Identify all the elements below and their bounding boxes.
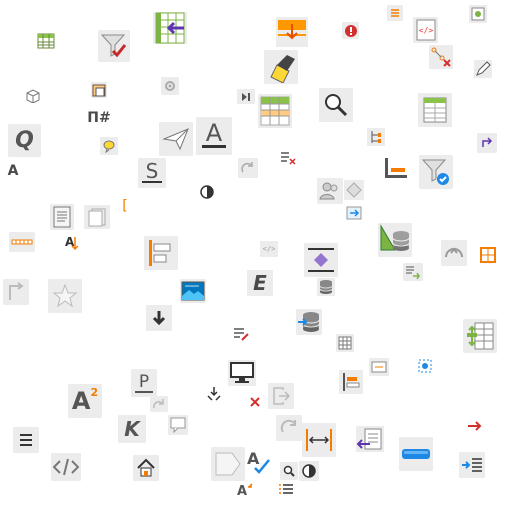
zoom-small-icon[interactable] — [280, 462, 298, 480]
pencil-edit-icon[interactable] — [474, 60, 492, 78]
database-stack-icon[interactable] — [296, 309, 322, 335]
svg-text:A: A — [65, 235, 75, 249]
monitor-icon[interactable] — [228, 360, 256, 386]
spreadsheet-green-icon[interactable] — [463, 319, 497, 353]
frame-orange-icon[interactable] — [479, 246, 497, 264]
filter-check-icon[interactable] — [98, 30, 130, 62]
align-block-icon[interactable] — [144, 236, 178, 270]
form-checkbox-icon[interactable] — [469, 5, 487, 23]
zoom-icon[interactable] — [319, 88, 353, 122]
filter-blue-icon[interactable] — [419, 155, 453, 189]
text-direction-icon[interactable]: A — [60, 232, 82, 254]
k-italic-icon: K — [118, 415, 146, 443]
e-glyph: E — [253, 271, 267, 295]
table-icon[interactable] — [36, 32, 56, 50]
underline-a-icon[interactable]: A — [196, 117, 232, 155]
redo-circle-icon[interactable] — [276, 415, 302, 441]
arrow-red-icon[interactable] — [466, 417, 484, 435]
spell-check-icon[interactable]: A — [244, 447, 272, 475]
bracket-icon[interactable]: [ — [118, 197, 132, 215]
redo-light-icon[interactable] — [150, 396, 168, 412]
exit-icon[interactable] — [268, 383, 294, 409]
chart-green-icon[interactable] — [378, 223, 412, 257]
home-icon[interactable] — [133, 455, 159, 481]
q-italic-icon: Q — [8, 124, 41, 157]
arrow-right-box-icon[interactable] — [345, 205, 363, 221]
a2-sup-glyph: 2 — [90, 385, 99, 399]
export-green-icon[interactable] — [403, 263, 423, 281]
copy-pages-icon[interactable] — [84, 205, 110, 229]
comment-icon[interactable] — [168, 415, 188, 435]
grid-icon[interactable] — [336, 334, 354, 352]
contrast-icon[interactable] — [198, 183, 216, 201]
shape-diamond-icon[interactable] — [344, 180, 364, 200]
pi-hash-glyph: Π# — [87, 110, 111, 126]
a2-glyph: A — [71, 387, 91, 415]
link-delete-icon[interactable] — [429, 45, 453, 69]
3d-box-icon[interactable] — [24, 88, 42, 104]
html-tag-icon[interactable]: </> — [413, 17, 438, 43]
align-purple-icon[interactable] — [304, 243, 338, 277]
svg-text:P: P — [139, 372, 149, 392]
table-green-header-icon[interactable] — [258, 94, 292, 128]
list-edit-icon[interactable] — [232, 325, 250, 343]
tree-icon[interactable] — [367, 128, 385, 146]
close-red-icon[interactable] — [247, 394, 263, 410]
p-icon[interactable]: P — [131, 369, 157, 397]
a-small-glyph: A — [7, 163, 19, 179]
error-shield-icon[interactable] — [342, 22, 359, 39]
database-icon[interactable] — [317, 278, 335, 296]
gear-icon[interactable] — [161, 77, 179, 95]
html-small-icon[interactable]: </> — [260, 241, 278, 257]
bar-chart-orange-icon[interactable] — [381, 155, 409, 181]
text-box-icon[interactable] — [369, 358, 389, 376]
page-form-icon[interactable] — [50, 204, 74, 230]
highlighter-icon[interactable] — [264, 50, 298, 84]
users-icon[interactable] — [317, 178, 343, 204]
svg-text:A: A — [247, 449, 260, 468]
list-number-icon[interactable] — [276, 481, 296, 499]
strikethrough-s-icon[interactable]: S — [138, 158, 166, 188]
insert-row-orange-icon[interactable] — [276, 17, 308, 47]
redo-icon[interactable] — [477, 133, 497, 153]
a-superscript-icon: A 2 — [68, 384, 102, 418]
a-small-icon: A — [5, 163, 21, 179]
list-import-icon[interactable] — [356, 426, 384, 452]
list-orange-icon[interactable] — [387, 5, 403, 21]
svg-text:S: S — [146, 160, 159, 183]
e-italic-icon: E — [247, 270, 273, 296]
bracket-glyph: [ — [122, 198, 128, 214]
arrow-down-icon[interactable] — [146, 305, 172, 331]
undo-gray-icon[interactable] — [441, 240, 467, 266]
svg-text:</>: </> — [418, 26, 433, 35]
a-color-icon[interactable]: A — [235, 481, 255, 499]
code-icon[interactable] — [51, 453, 81, 481]
k-glyph: K — [124, 417, 140, 441]
underline-a-glyph: A — [206, 121, 223, 147]
svg-text:A: A — [237, 484, 247, 498]
delete-list-icon[interactable] — [279, 150, 297, 166]
redo-gray-icon[interactable] — [238, 158, 258, 178]
bullet-arrows-icon[interactable] — [204, 385, 224, 403]
contrast-small-icon[interactable] — [299, 461, 319, 481]
table-insert-left-icon[interactable] — [153, 12, 187, 44]
hamburger-icon[interactable] — [13, 427, 39, 453]
paper-plane-icon[interactable] — [159, 122, 193, 156]
measure-tool-icon[interactable] — [9, 232, 35, 252]
pi-hash-icon[interactable]: Π# — [86, 107, 112, 129]
indent-list-icon[interactable] — [459, 452, 485, 478]
fit-width-icon[interactable] — [302, 423, 336, 457]
undo-arrow-icon[interactable] — [3, 279, 29, 305]
comment-balloon-icon[interactable] — [100, 137, 118, 155]
image-blue-icon[interactable] — [180, 279, 206, 303]
align-left-orange-icon[interactable] — [339, 370, 363, 394]
points-icon[interactable] — [416, 357, 434, 375]
tag-shape-icon[interactable] — [211, 447, 245, 481]
q-glyph: Q — [15, 127, 34, 153]
progress-bar-icon[interactable] — [399, 437, 433, 471]
star-icon[interactable] — [48, 279, 82, 313]
media-skip-icon[interactable] — [237, 89, 255, 104]
table-side-icon[interactable] — [418, 93, 452, 127]
clipboard-paste-icon[interactable] — [91, 82, 107, 98]
